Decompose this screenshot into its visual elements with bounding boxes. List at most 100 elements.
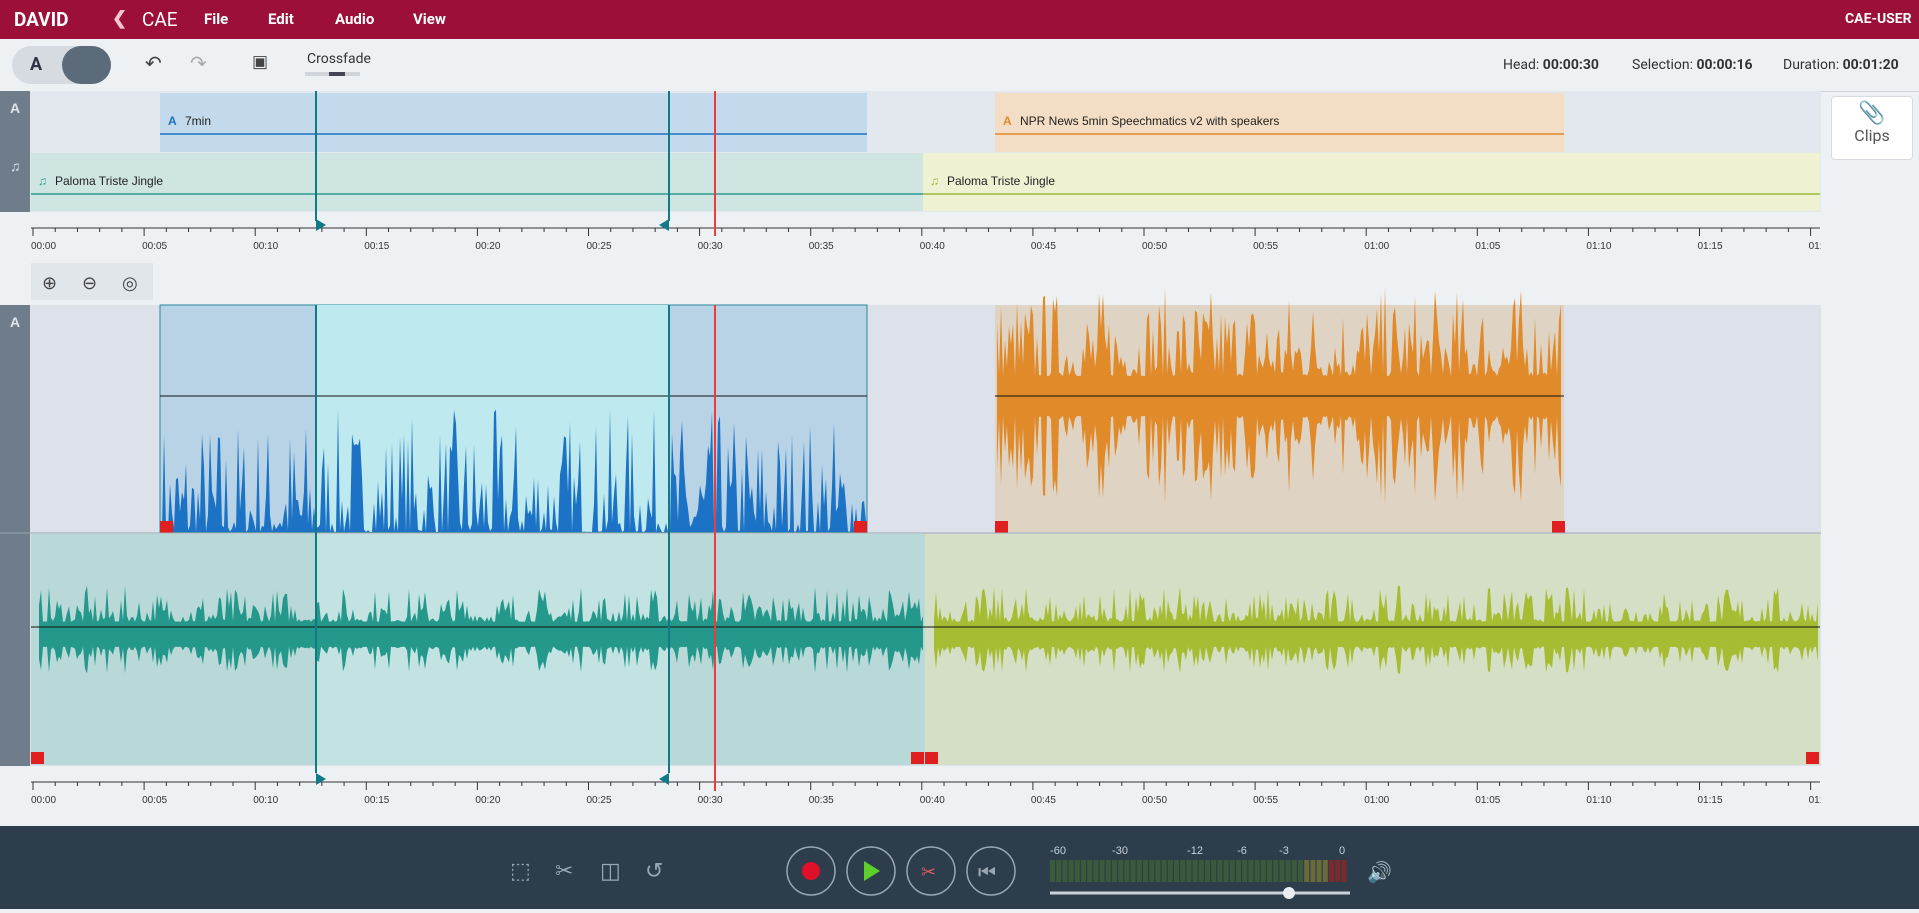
meter-segment	[1317, 860, 1322, 882]
meter-segment	[1162, 860, 1167, 882]
clip-handle[interactable]	[854, 521, 867, 533]
meter-segment	[1081, 860, 1086, 882]
meter-label: -30	[1112, 845, 1128, 857]
toolbar: A ↶ ↷ ▣ Crossfade Head: 00:00:30 Selecti…	[0, 39, 1919, 92]
ruler-label: 00:35	[809, 795, 834, 806]
meter-segment	[1050, 860, 1055, 882]
transport: ⬚✂◫↺✂⏮-60-30-12-6-30🔊	[0, 826, 1919, 909]
meter-segment	[1093, 860, 1098, 882]
ruler-label: 00:20	[475, 241, 500, 252]
ruler-label: 00:50	[1142, 795, 1167, 806]
meter-segment	[1304, 860, 1309, 882]
meter-label: -6	[1237, 845, 1247, 857]
meter-segment	[1186, 860, 1191, 882]
zoom-button[interactable]: ⊕	[42, 273, 57, 293]
edit-tool[interactable]: ◫	[600, 858, 621, 883]
meter-segment	[1335, 860, 1340, 882]
clip-handle[interactable]	[925, 752, 938, 764]
meter-segment	[1279, 860, 1284, 882]
logo-mark: ❮	[112, 8, 127, 29]
clip-handle[interactable]	[160, 521, 173, 533]
ruler-label: 00:20	[475, 795, 500, 806]
marker-handle[interactable]	[316, 773, 326, 785]
clips-button[interactable]: 📎Clips	[1831, 96, 1913, 160]
meter-segment	[1286, 860, 1291, 882]
app-name: CAE	[142, 8, 178, 31]
logo[interactable]: DAVID	[14, 8, 69, 31]
clip-handle[interactable]	[1806, 752, 1819, 764]
meter-segment	[1242, 860, 1247, 882]
cut: ✂	[921, 862, 936, 882]
marker-handle[interactable]	[659, 219, 669, 231]
ruler-label: 00:40	[920, 241, 945, 252]
clip-handle[interactable]	[1552, 521, 1565, 533]
ruler-label: 00:05	[142, 795, 167, 806]
track-icon: A	[10, 100, 20, 116]
ruler-label: 00:30	[698, 795, 723, 806]
text-mode[interactable]: A	[30, 54, 42, 75]
clip-icon: A	[168, 114, 177, 128]
clip-icon: ♫	[930, 174, 939, 188]
clip-label: 7min	[185, 114, 211, 128]
meter-segment	[1062, 860, 1067, 882]
meter-segment	[1205, 860, 1210, 882]
meter-segment	[1298, 860, 1303, 882]
edit-tool[interactable]: ✂	[555, 858, 573, 883]
meter-segment	[1100, 860, 1105, 882]
meter-segment	[1193, 860, 1198, 882]
volume-knob[interactable]	[1283, 887, 1295, 899]
meter-segment	[1341, 860, 1346, 882]
meter-segment	[1211, 860, 1216, 882]
editor: A ♫ 7min A NPR News 5min Speechmatics v2 wit…	[0, 91, 1821, 826]
gutter	[0, 305, 30, 766]
meter-label: 0	[1339, 845, 1345, 857]
ruler-label: 01:05	[1475, 795, 1500, 806]
ruler-label: 01:15	[1698, 241, 1723, 252]
redo[interactable]: ↷	[190, 51, 207, 75]
menu-view[interactable]: View	[413, 10, 446, 28]
zoom-button[interactable]: ◎	[122, 273, 138, 293]
meter-segment	[1224, 860, 1229, 882]
meter-segment	[1174, 860, 1179, 882]
ruler-label: 01:20	[1809, 241, 1821, 252]
ruler-label: 00:40	[920, 795, 945, 806]
clip-label: NPR News 5min Speechmatics v2 with speak…	[1020, 114, 1279, 128]
meter-segment	[1217, 860, 1222, 882]
menu-audio[interactable]: Audio	[335, 10, 374, 28]
undo[interactable]: ↶	[145, 51, 162, 75]
music-clip[interactable]	[31, 153, 923, 211]
edit-tool[interactable]: ⬚	[510, 858, 531, 883]
track-icon: A	[10, 314, 20, 330]
meter-segment	[1329, 860, 1334, 882]
meter-segment	[1230, 860, 1235, 882]
text-clip[interactable]	[160, 93, 867, 152]
clip-handle[interactable]	[995, 521, 1008, 533]
speaker[interactable]: 🔊	[1367, 860, 1392, 884]
clip-handle[interactable]	[31, 752, 44, 764]
save[interactable]: ▣	[252, 52, 268, 72]
record	[802, 862, 820, 880]
selection: Selection: 00:00:16	[1632, 57, 1753, 73]
menu-edit[interactable]: Edit	[268, 10, 294, 28]
ruler-label: 01:10	[1586, 795, 1611, 806]
transport-controls: ⬚✂◫↺✂⏮-60-30-12-6-30🔊	[0, 826, 1919, 909]
meter-segment	[1180, 860, 1185, 882]
zoom-button[interactable]: ⊖	[82, 273, 97, 293]
edit-tool[interactable]: ↺	[645, 858, 663, 883]
waveform-mode[interactable]	[62, 46, 111, 84]
meter-segment	[1143, 860, 1148, 882]
ruler-label: 00:55	[1253, 241, 1278, 252]
marker-handle[interactable]	[316, 219, 326, 231]
duration: Duration: 00:01:20	[1783, 57, 1899, 73]
clip-handle[interactable]	[911, 752, 924, 764]
user[interactable]: CAE-USER	[1845, 11, 1912, 27]
menu-file[interactable]: File	[204, 10, 228, 28]
ruler-label: 00:25	[587, 241, 612, 252]
ruler-label: 01:00	[1364, 241, 1389, 252]
meter-label: -60	[1050, 845, 1066, 857]
music-clip[interactable]	[923, 153, 1820, 211]
marker-handle[interactable]	[659, 773, 669, 785]
ruler-label: 01:10	[1586, 241, 1611, 252]
meter-segment	[1310, 860, 1315, 882]
crossfade[interactable]: Crossfade	[307, 51, 371, 67]
